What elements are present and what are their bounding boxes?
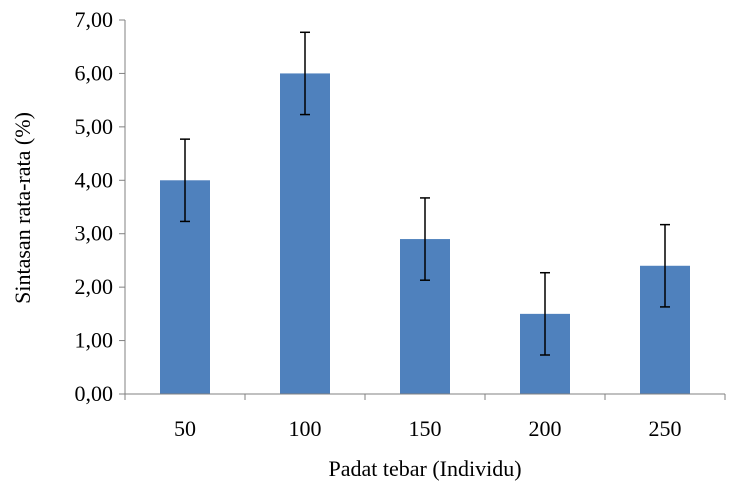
y-tick-label: 4,00 xyxy=(75,167,114,192)
y-tick-label: 0,00 xyxy=(75,381,114,406)
x-ticks-group: 50 100 150 200 250 xyxy=(124,394,726,441)
y-tick-label: 3,00 xyxy=(75,221,114,246)
y-tick-label: 6,00 xyxy=(75,60,114,85)
error-bars-group xyxy=(180,31,670,356)
x-tick-label: 200 xyxy=(529,416,562,441)
x-tick-label: 150 xyxy=(409,416,442,441)
y-tick-label: 7,00 xyxy=(75,7,114,32)
x-tick-label: 50 xyxy=(174,416,196,441)
y-ticks-group: 0,00 1,00 2,00 3,00 4,00 5,00 6,00 7,00 xyxy=(75,7,125,406)
y-tick-label: 1,00 xyxy=(75,328,114,353)
bar-100 xyxy=(280,73,330,394)
axes-group xyxy=(124,20,725,395)
y-axis-title: Sintasan rata-rata (%) xyxy=(10,112,35,304)
x-tick-label: 250 xyxy=(649,416,682,441)
y-tick-label: 2,00 xyxy=(75,274,114,299)
x-axis-title: Padat tebar (Individu) xyxy=(328,456,521,481)
y-tick-label: 5,00 xyxy=(75,114,114,139)
x-tick-label: 100 xyxy=(289,416,322,441)
